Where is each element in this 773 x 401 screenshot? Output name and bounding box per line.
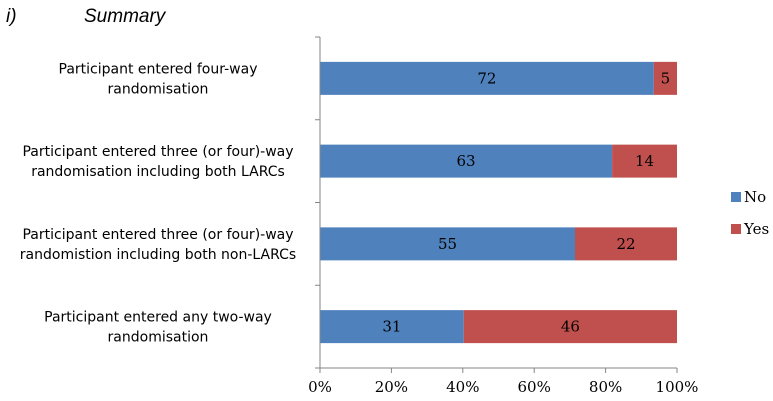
category-label-line: Participant entered four-way [59,61,258,77]
bar-yes-0 [653,61,677,95]
legend-label-yes: Yes [743,220,769,238]
data-label-yes-1: 14 [635,152,654,170]
x-tick-label: 20% [375,378,408,396]
bar-no-2 [320,227,575,261]
category-labels: Participant entered four-way randomisatio… [20,61,296,345]
category-label-1: Participant entered three (or four)-way r… [22,144,293,180]
bar-no-3 [320,310,464,344]
category-label-line: Participant entered any two-way [44,310,272,326]
x-tick-label: 40% [446,378,479,396]
legend-swatch-yes [731,224,741,234]
category-label-line: randomistion including both non-LARCs [20,247,296,263]
bar-yes-2 [575,227,677,261]
data-label-yes-3: 46 [561,318,580,336]
axes: 0% 20% 40% 60% 80% 100% [308,36,699,396]
category-label-line: randomisation including both LARCs [31,164,285,180]
chart-title: Summary [84,6,166,27]
x-tick-label: 80% [589,378,622,396]
category-label-2: Participant entered three (or four)-way r… [20,227,296,263]
category-label-line: randomisation [108,81,209,97]
bar-no-1 [320,144,613,178]
bar-no-0 [320,61,654,95]
category-label-line: Participant entered three (or four)-way [22,227,293,243]
bar-yes-1 [612,144,677,178]
bar-yes-3 [463,310,677,344]
x-tick-label: 60% [518,378,551,396]
legend: No Yes [731,188,769,238]
category-label-line: randomisation [108,330,209,346]
data-label-no-0: 72 [477,69,496,87]
data-label-yes-0: 5 [661,69,671,87]
data-label-yes-2: 22 [616,235,635,253]
category-label-0: Participant entered four-way randomisatio… [59,61,258,97]
data-label-no-1: 63 [456,152,475,170]
x-tick-label: 100% [656,378,699,396]
bars-layer: 72 5 63 14 55 22 31 46 [320,61,677,344]
category-label-line: Participant entered three (or four)-way [22,144,293,160]
legend-label-no: No [744,188,766,206]
category-label-3: Participant entered any two-way randomisa… [44,310,272,346]
x-tick-label: 0% [308,378,332,396]
legend-swatch-no [731,192,741,202]
caption-id: i) [6,6,17,27]
data-label-no-2: 55 [438,235,457,253]
data-label-no-3: 31 [382,318,401,336]
